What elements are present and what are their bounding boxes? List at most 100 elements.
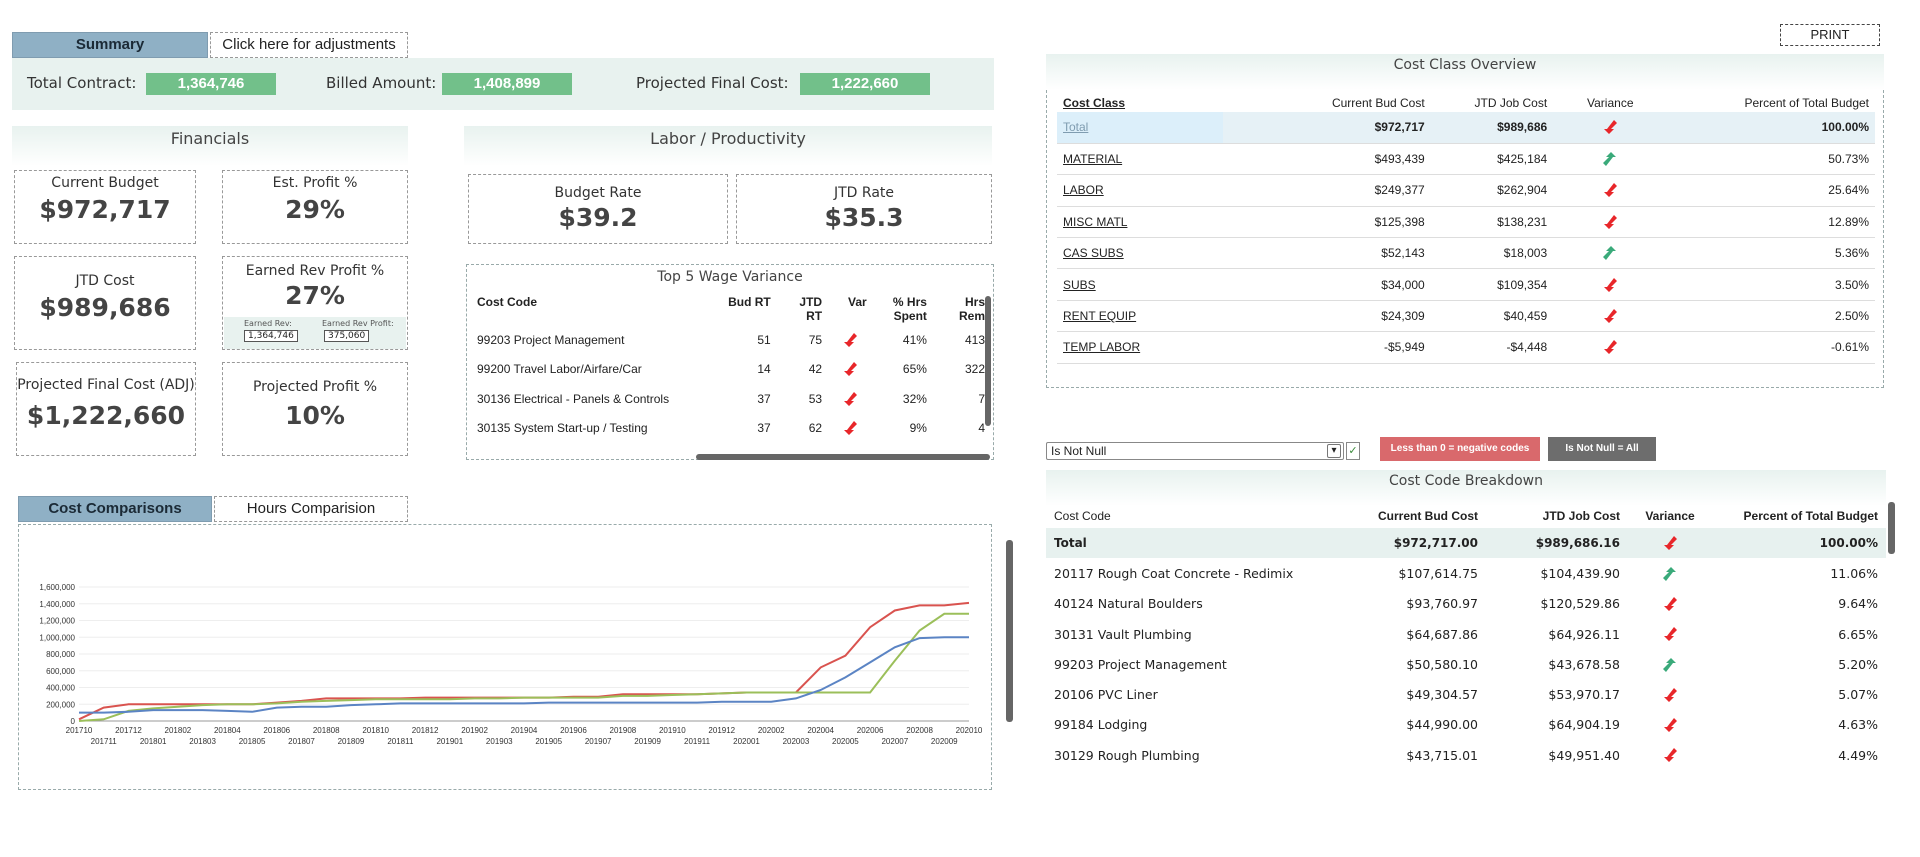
cost-code-row: 30131 Vault Plumbing $64,687.86 $64,926.11… xyxy=(1046,619,1886,649)
tab-hours-comparison[interactable]: Hours Comparision xyxy=(214,496,408,522)
print-button[interactable]: PRINT xyxy=(1780,24,1880,46)
ccb-vertical-scrollbar[interactable] xyxy=(1888,502,1895,554)
cost-class-row: LABOR $249,377 $262,904 25.64% xyxy=(1057,174,1875,207)
wage-hrs-spent: 32% xyxy=(902,391,927,406)
cost-class-link[interactable]: RENT EQUIP xyxy=(1057,300,1224,333)
cost-class-link[interactable]: MATERIAL xyxy=(1057,143,1224,176)
current-budget-label: Current Budget xyxy=(51,175,159,191)
y-tick-label: 0 xyxy=(71,717,76,726)
est-profit-label: Est. Profit % xyxy=(272,175,358,191)
ccb-jtd: $64,904.19 xyxy=(1548,717,1620,733)
cost-class-link[interactable]: Total xyxy=(1057,112,1224,144)
x-tick-label: 202008 xyxy=(906,726,933,735)
cost-class-row: Total $972,717 $989,686 100.00% xyxy=(1057,112,1875,144)
wage-cost-code: 30135 System Start-up / Testing xyxy=(477,421,648,436)
cc-current-bud: $249,377 xyxy=(1223,174,1431,207)
cost-class-link[interactable]: MISC MATL xyxy=(1057,206,1224,239)
tab-summary[interactable]: Summary xyxy=(12,32,208,58)
red-down-arrow-icon xyxy=(1604,340,1618,355)
ccb-pct: 9.64% xyxy=(1838,596,1878,612)
cost-class-link[interactable]: SUBS xyxy=(1057,268,1224,301)
filter-apply-icon[interactable]: ✓ xyxy=(1346,442,1360,460)
chart-vertical-scrollbar[interactable] xyxy=(1006,540,1013,722)
green-up-arrow-icon xyxy=(1663,657,1676,672)
cc-pct: -0.61% xyxy=(1667,331,1875,364)
projected-final-cost-label: Projected Final Cost: xyxy=(636,74,789,92)
x-tick-label: 201905 xyxy=(535,737,562,746)
negative-codes-button[interactable]: Less than 0 = negative codes xyxy=(1380,437,1540,461)
cost-code-row: Total $972,717.00 $989,686.16 100.00% xyxy=(1046,528,1886,559)
cost-class-link[interactable]: LABOR xyxy=(1057,174,1224,207)
current-budget-card: Current Budget $972,717 xyxy=(14,170,196,244)
x-tick-label: 201805 xyxy=(239,737,266,746)
ccb-header-jtd: JTD Job Cost xyxy=(1542,509,1620,523)
x-tick-label: 202009 xyxy=(931,737,958,746)
all-codes-button[interactable]: Is Not Null = All xyxy=(1548,437,1656,461)
cc-current-bud: -$5,949 xyxy=(1223,331,1431,364)
cc-header-current-bud: Current Bud Cost xyxy=(1331,96,1425,110)
cost-code-row: 99184 Lodging $44,990.00 $64,904.19 4.63% xyxy=(1046,710,1886,740)
jtd-rate-value: $35.3 xyxy=(824,203,904,232)
ccb-jtd: $49,951.40 xyxy=(1548,747,1620,763)
x-tick-label: 201911 xyxy=(684,737,711,746)
labor-title: Labor / Productivity xyxy=(464,126,992,166)
y-tick-label: 200,000 xyxy=(46,700,75,709)
red-down-arrow-icon xyxy=(844,421,858,436)
y-tick-label: 1,200,000 xyxy=(39,617,75,626)
cc-jtd: $138,231 xyxy=(1430,206,1554,239)
cc-jtd: -$4,448 xyxy=(1430,331,1554,364)
wage-hrs-spent: 65% xyxy=(902,362,927,377)
cost-class-row: TEMP LABOR -$5,949 -$4,448 -0.61% xyxy=(1057,331,1875,364)
wage-cost-code: 30136 Electrical - Panels & Controls xyxy=(477,391,670,406)
wage-header-hrs-spent: % Hrs Spent xyxy=(892,295,927,323)
cost-class-table: Cost Class Current Bud Cost JTD Job Cost… xyxy=(1057,94,1875,364)
earned-rev-profit-card: Earned Rev Profit % 27% Earned Rev: 1,36… xyxy=(222,256,408,350)
filter-select[interactable]: Is Not Null ▾ xyxy=(1046,442,1344,460)
cost-code-row: 40124 Natural Boulders $93,760.97 $120,529… xyxy=(1046,589,1886,619)
billed-amount-value: 1,408,899 xyxy=(442,73,572,95)
jtd-cost-card: JTD Cost $989,686 xyxy=(14,256,196,350)
ccb-pct: 5.07% xyxy=(1838,687,1878,703)
earned-rev-profit-label: Earned Rev Profit % xyxy=(245,263,385,279)
tab-cost-comparisons[interactable]: Cost Comparisons xyxy=(18,496,212,522)
red-down-arrow-icon xyxy=(1664,748,1677,763)
wage-bud-rt: 51 xyxy=(757,332,771,347)
ccb-pct: 6.65% xyxy=(1838,626,1878,642)
wage-vertical-scrollbar[interactable] xyxy=(985,296,991,426)
projected-profit-card: Projected Profit % 10% xyxy=(222,362,408,456)
proj-profit-value: 10% xyxy=(285,401,345,430)
ccb-cost-code: 30129 Rough Plumbing xyxy=(1054,747,1200,763)
cc-header-variance: Variance xyxy=(1587,96,1634,110)
budget-rate-label: Budget Rate xyxy=(554,185,642,201)
ccb-current-bud: $43,715.01 xyxy=(1406,747,1478,763)
projected-final-cost-value: 1,222,660 xyxy=(800,73,930,95)
x-tick-label: 201908 xyxy=(610,726,637,735)
cost-class-link[interactable]: CAS SUBS xyxy=(1057,237,1224,270)
cost-comparison-chart: 0 200,000 400,000 600,000 800,000 1,000,000 1,… xyxy=(39,583,982,746)
ccb-current-bud: $972,717.00 xyxy=(1346,528,1486,559)
ccb-jtd: $989,686.16 xyxy=(1486,528,1628,559)
ccb-pct: 4.63% xyxy=(1838,717,1878,733)
wage-hrs-rem: 413 xyxy=(964,332,985,347)
cost-class-link[interactable]: TEMP LABOR xyxy=(1057,331,1224,364)
wage-row: 30135 System Start-up / Testing 37 62 9% 4 xyxy=(471,414,991,444)
earned-rev-profit-amt-value: 375,060 xyxy=(324,330,370,342)
earned-rev-value: 1,364,746 xyxy=(244,330,298,342)
total-contract-value: 1,364,746 xyxy=(146,73,276,95)
earned-rev-profit-amt-label: Earned Rev Profit: xyxy=(322,319,394,328)
cc-header-cost-class: Cost Class xyxy=(1063,96,1126,110)
wage-horizontal-scrollbar[interactable] xyxy=(696,454,990,460)
tab-adjustments[interactable]: Click here for adjustments xyxy=(210,32,408,58)
cc-variance xyxy=(1553,268,1668,301)
ccb-cost-code: 30131 Vault Plumbing xyxy=(1054,626,1192,642)
ccb-pct: 100.00% xyxy=(1712,528,1886,559)
wage-variance-table: Cost Code Bud RT JTD RT Var % Hrs Spent … xyxy=(471,293,991,443)
x-tick-label: 201711 xyxy=(91,737,118,746)
chart-panel: 0 200,000 400,000 600,000 800,000 1,000,000 1,… xyxy=(18,524,992,790)
cc-variance xyxy=(1553,174,1668,207)
ccb-jtd: $120,529.86 xyxy=(1540,596,1620,612)
cost-class-row: MATERIAL $493,439 $425,184 50.73% xyxy=(1057,143,1875,176)
wage-cost-code: 99200 Travel Labor/Airfare/Car xyxy=(477,362,642,377)
ccb-variance xyxy=(1628,649,1712,679)
cost-code-breakdown-panel: Cost Code Current Bud Cost JTD Job Cost … xyxy=(1046,502,1886,788)
